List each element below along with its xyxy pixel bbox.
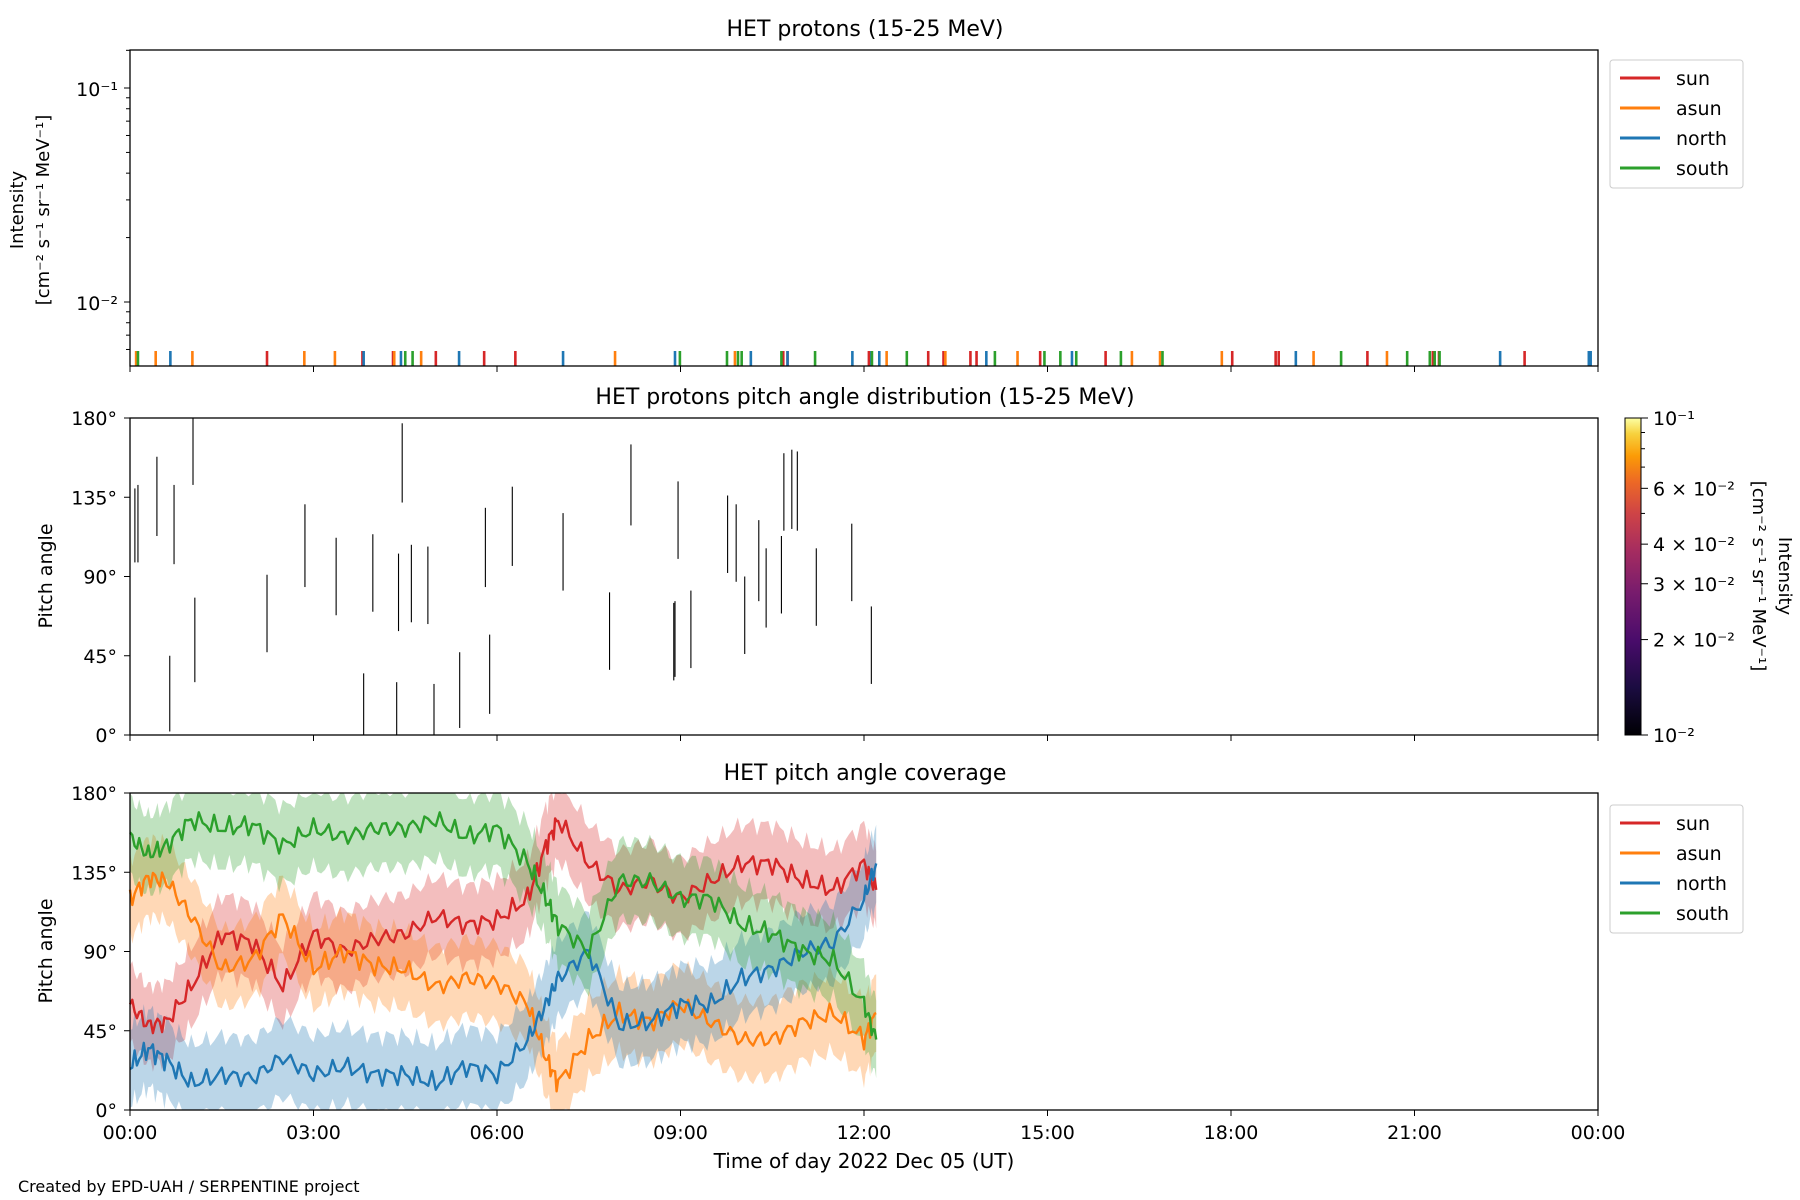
coverage-band-sun <box>130 793 877 1072</box>
colorbar-label-line1: Intensity <box>1774 537 1795 616</box>
pad-title: HET protons pitch angle distribution (15… <box>595 385 1134 410</box>
legend-label-asun: asun <box>1676 98 1722 120</box>
legend-label-asun: asun <box>1676 843 1722 865</box>
coverage-panel: HET pitch angle coverage 0° 45° 90° 135° 180… <box>35 761 1744 1173</box>
coverage-bands <box>130 793 877 1110</box>
pad-axes-frame <box>129 417 1599 736</box>
colorbar-tick-label: 3 × 10⁻² <box>1653 574 1735 596</box>
legend-label-sun: sun <box>1676 68 1710 90</box>
legend-label-north: north <box>1676 873 1727 895</box>
coverage-line-north <box>129 863 878 1092</box>
x-tick-label: 18:00 <box>1204 1122 1259 1144</box>
protons-minor-ticks <box>126 49 130 350</box>
pad-cells <box>134 418 872 735</box>
coverage-band-north <box>130 824 877 1110</box>
x-axis-label: Time of day 2022 Dec 05 (UT) <box>713 1149 1015 1173</box>
coverage-legend: sun asun north south <box>1609 804 1744 934</box>
colorbar <box>1624 417 1642 736</box>
coverage-yticks: 0° 45° 90° 135° 180° <box>71 783 130 1122</box>
colorbar-tick-label: 4 × 10⁻² <box>1653 534 1735 556</box>
y-tick-label: 45° <box>83 646 117 668</box>
colorbar-tick-label: 6 × 10⁻² <box>1653 478 1735 500</box>
y-tick-label: 0° <box>95 1100 117 1122</box>
colorbar-tick-label: 10⁻² <box>1653 725 1695 747</box>
x-tick-label: 00:00 <box>1571 1122 1626 1144</box>
coverage-legend-box <box>1609 804 1744 934</box>
protons-ytick-label-high: 10⁻¹ <box>76 79 118 101</box>
legend-label-north: north <box>1676 128 1727 150</box>
coverage-title: HET pitch angle coverage <box>724 761 1007 786</box>
protons-panel: HET protons (15-25 MeV) 10⁻¹ 10⁻² Intens… <box>7 17 1744 372</box>
y-tick-label: 90° <box>83 567 117 589</box>
x-tick-label: 09:00 <box>653 1122 708 1144</box>
coverage-line-asun <box>128 871 877 1093</box>
protons-ytick-label-low: 10⁻² <box>76 293 118 315</box>
coverage-xticks: 00:00 03:00 06:00 09:00 12:00 15:00 18:00 21:00… <box>103 1110 1626 1144</box>
protons-xticks <box>129 366 1599 372</box>
protons-axes-frame <box>129 49 1599 367</box>
colorbar-ticks: 10⁻¹ 6 × 10⁻² 4 × 10⁻² 3 × 10⁻² 2 × 10⁻² 10⁻² <box>1641 408 1735 747</box>
x-tick-label: 00:00 <box>103 1122 158 1144</box>
y-tick-label: 90° <box>83 942 117 964</box>
footer-credit: Created by EPD-UAH / SERPENTINE project <box>18 1177 360 1196</box>
pad-xticks <box>129 735 1599 741</box>
protons-ylabel-line1: Intensity <box>7 170 28 249</box>
colorbar-tick-label: 10⁻¹ <box>1653 408 1695 430</box>
protons-spikes <box>134 351 1592 366</box>
coverage-lines <box>128 811 878 1093</box>
protons-ylabel-line2: [cm⁻² s⁻¹ sr⁻¹ MeV⁻¹] <box>33 115 54 306</box>
x-tick-label: 06:00 <box>470 1122 525 1144</box>
legend-label-sun: sun <box>1676 813 1710 835</box>
y-tick-label: 135° <box>71 487 117 509</box>
protons-title: HET protons (15-25 MeV) <box>727 17 1004 42</box>
y-tick-label: 0° <box>95 725 117 747</box>
y-tick-label: 180° <box>71 783 117 805</box>
legend-label-south: south <box>1676 158 1729 180</box>
coverage-line-south <box>129 811 878 1040</box>
protons-legend: sun asun north south <box>1609 59 1744 189</box>
legend-label-south: south <box>1676 903 1729 925</box>
pad-yticks: 0° 45° 90° 135° 180° <box>71 408 130 747</box>
pad-ylabel: Pitch angle <box>35 523 57 628</box>
y-tick-label: 180° <box>71 408 117 430</box>
coverage-line-sun <box>128 817 878 1035</box>
coverage-band-asun <box>130 833 877 1110</box>
x-tick-label: 15:00 <box>1020 1122 1075 1144</box>
x-tick-label: 12:00 <box>837 1122 892 1144</box>
colorbar-tick-label: 2 × 10⁻² <box>1653 630 1735 652</box>
colorbar-label-line2: [cm⁻² s⁻¹ sr⁻¹ MeV⁻¹] <box>1748 481 1769 672</box>
y-tick-label: 45° <box>83 1021 117 1043</box>
protons-legend-box <box>1609 59 1744 189</box>
x-tick-label: 21:00 <box>1387 1122 1442 1144</box>
coverage-band-south <box>130 793 877 1079</box>
pad-panel: HET protons pitch angle distribution (15… <box>35 385 1795 747</box>
coverage-ylabel: Pitch angle <box>35 898 57 1003</box>
x-tick-label: 03:00 <box>286 1122 341 1144</box>
y-tick-label: 135° <box>71 862 117 884</box>
